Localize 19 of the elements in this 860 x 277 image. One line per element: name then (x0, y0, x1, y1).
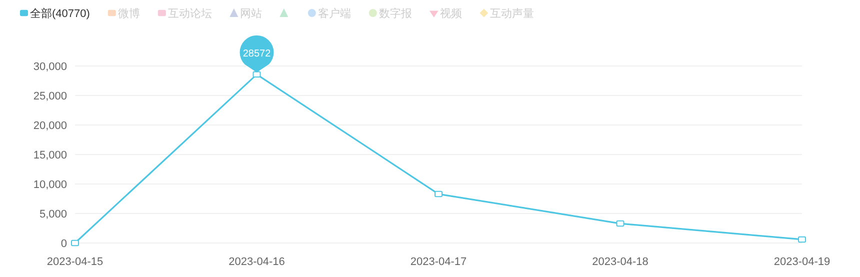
y-tick-label: 10,000 (33, 179, 67, 191)
y-tick-label: 5,000 (39, 208, 67, 220)
y-tick-label: 20,000 (33, 120, 67, 132)
x-tick-label: 2023-04-16 (228, 256, 285, 268)
x-tick-label: 2023-04-18 (592, 256, 648, 268)
x-tick-label: 2023-04-15 (46, 256, 104, 268)
point (71, 240, 79, 246)
legend-label: 全部(40770) (30, 7, 90, 20)
point (252, 71, 261, 78)
x-tick-label: 2023-04-17 (410, 256, 467, 268)
y-tick-label: 30,000 (33, 61, 67, 73)
point (434, 190, 442, 198)
y-tick-label: 25,000 (33, 90, 67, 102)
x-tick-label: 2023-04-19 (774, 256, 830, 268)
data-label: 28572 (242, 48, 272, 60)
point (616, 220, 624, 227)
point (798, 236, 806, 243)
y-tick-label: 15,000 (33, 150, 67, 162)
y-tick-label: 0 (60, 238, 67, 250)
